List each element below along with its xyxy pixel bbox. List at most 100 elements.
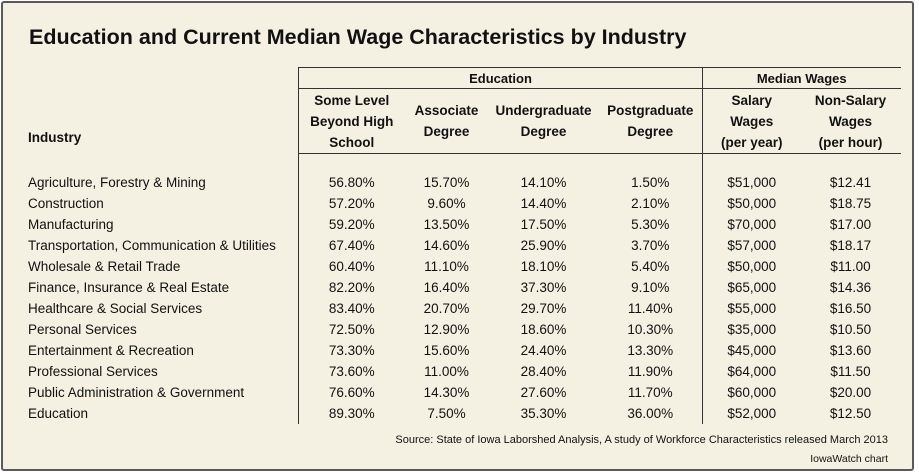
cell-some-level: 89.30% <box>298 403 405 424</box>
cell-nonsalary: $12.41 <box>829 175 872 190</box>
table-row: Personal Services 72.50% 12.90% 18.60% 10.30… <box>25 319 901 340</box>
header-line: Degree <box>627 124 674 139</box>
cell-undergraduate: 35.30% <box>520 406 567 421</box>
cell-undergraduate: 14.10% <box>520 175 567 190</box>
cell-associate: 20.70% <box>423 301 470 316</box>
cell-postgraduate: 9.10% <box>631 280 670 295</box>
cell-nonsalary: $10.50 <box>829 322 872 337</box>
header-line: Degree <box>520 124 567 139</box>
cell-postgraduate: 11.40% <box>627 301 673 316</box>
cell-nonsalary: $16.50 <box>829 301 872 316</box>
column-header-salary: Salary Wages (per year) <box>702 88 801 154</box>
header-line: Salary <box>731 93 773 108</box>
table-row: Wholesale & Retail Trade 60.40% 11.10% 18.1… <box>25 256 901 277</box>
cell-nonsalary: $17.00 <box>829 217 872 232</box>
header-line: Undergraduate <box>495 103 592 118</box>
cell-industry: Education <box>28 406 89 421</box>
header-spacer <box>25 68 299 89</box>
group-header-wages: Median Wages <box>702 67 901 89</box>
cell-undergraduate: 28.40% <box>520 364 567 379</box>
cell-postgraduate: 11.70% <box>627 385 673 400</box>
cell-salary: $57,000 <box>702 235 801 256</box>
table-row: Education 89.30% 7.50% 35.30% 36.00% $52,000 $… <box>25 403 901 424</box>
cell-postgraduate: 3.70% <box>631 238 670 253</box>
cell-undergraduate: 24.40% <box>520 343 567 358</box>
header-line: (per hour) <box>818 135 883 150</box>
table-body: Agriculture, Forestry & Mining 56.80% 15.7… <box>25 172 901 424</box>
table-row: Public Administration & Government 76.60%… <box>25 382 901 403</box>
cell-some-level: 76.60% <box>298 382 405 403</box>
cell-salary: $35,000 <box>702 319 801 340</box>
cell-salary: $60,000 <box>702 382 801 403</box>
cell-associate: 15.70% <box>423 175 470 190</box>
header-line: School <box>329 135 375 150</box>
table-row: Construction 57.20% 9.60% 14.40% 2.10% $50,00… <box>25 193 901 214</box>
cell-associate: 7.50% <box>427 406 466 421</box>
cell-postgraduate: 1.50% <box>631 175 670 190</box>
cell-undergraduate: 18.60% <box>520 322 567 337</box>
cell-industry: Entertainment & Recreation <box>28 343 194 358</box>
cell-nonsalary: $18.17 <box>829 238 872 253</box>
wage-table: Education Median Wages Industry Some Lev… <box>25 67 901 424</box>
table-header: Education Median Wages Industry Some Lev… <box>25 67 901 173</box>
cell-undergraduate: 37.30% <box>520 280 567 295</box>
cell-some-level: 59.20% <box>298 214 405 235</box>
header-line: Wages <box>828 114 872 129</box>
cell-some-level: 82.20% <box>298 277 405 298</box>
column-header-industry: Industry <box>28 129 82 145</box>
cell-some-level: 83.40% <box>298 298 405 319</box>
spacer-cell <box>298 153 703 172</box>
header-line: Beyond High <box>310 114 394 129</box>
cell-undergraduate: 27.60% <box>520 385 567 400</box>
cell-undergraduate: 25.90% <box>520 238 567 253</box>
cell-postgraduate: 5.40% <box>631 259 670 274</box>
cell-postgraduate: 11.90% <box>627 364 673 379</box>
table-row: Professional Services 73.60% 11.00% 28.40% 1… <box>25 361 901 382</box>
cell-nonsalary: $14.36 <box>829 280 872 295</box>
cell-associate: 9.60% <box>427 196 466 211</box>
cell-industry: Healthcare & Social Services <box>28 301 203 316</box>
cell-postgraduate: 2.10% <box>631 196 670 211</box>
cell-nonsalary: $11.00 <box>830 259 871 274</box>
table-row: Entertainment & Recreation 73.30% 15.60% 24… <box>25 340 901 361</box>
cell-associate: 14.60% <box>423 238 470 253</box>
cell-postgraduate: 13.30% <box>627 343 674 358</box>
cell-salary: $70,000 <box>702 214 801 235</box>
column-header-nonsalary: Non-Salary Wages (per hour) <box>800 88 901 154</box>
column-header-associate: Associate Degree <box>404 88 489 154</box>
cell-associate: 14.30% <box>423 385 470 400</box>
spacer-cell <box>25 154 299 173</box>
cell-industry: Manufacturing <box>28 217 114 232</box>
cell-some-level: 56.80% <box>298 172 405 193</box>
cell-salary: $51,000 <box>702 172 801 193</box>
cell-salary: $45,000 <box>702 340 801 361</box>
header-line: Associate <box>414 103 479 118</box>
cell-associate: 15.60% <box>423 343 470 358</box>
cell-salary: $65,000 <box>702 277 801 298</box>
cell-industry: Transportation, Communication & Utilitie… <box>28 238 276 253</box>
header-line: Some Level <box>314 93 390 108</box>
header-line: (per year) <box>720 135 783 150</box>
cell-some-level: 60.40% <box>298 256 405 277</box>
cell-associate: 16.40% <box>423 280 470 295</box>
cell-industry: Public Administration & Government <box>28 385 245 400</box>
cell-nonsalary: $20.00 <box>829 385 872 400</box>
cell-undergraduate: 18.10% <box>520 259 567 274</box>
cell-associate: 12.90% <box>423 322 470 337</box>
cell-postgraduate: 36.00% <box>627 406 674 421</box>
cell-some-level: 57.20% <box>298 193 405 214</box>
cell-salary: $64,000 <box>702 361 801 382</box>
cell-postgraduate: 5.30% <box>631 217 670 232</box>
cell-nonsalary: $13.60 <box>829 343 872 358</box>
cell-undergraduate: 14.40% <box>520 196 567 211</box>
cell-industry: Finance, Insurance & Real Estate <box>28 280 230 295</box>
cell-salary: $52,000 <box>702 403 801 424</box>
cell-salary: $55,000 <box>702 298 801 319</box>
cell-nonsalary: $12.50 <box>829 406 872 421</box>
chart-credit: IowaWatch chart <box>810 453 888 465</box>
cell-industry: Personal Services <box>28 322 137 337</box>
table-row: Finance, Insurance & Real Estate 82.20% 16… <box>25 277 901 298</box>
cell-some-level: 73.30% <box>298 340 405 361</box>
cell-industry: Wholesale & Retail Trade <box>28 259 181 274</box>
